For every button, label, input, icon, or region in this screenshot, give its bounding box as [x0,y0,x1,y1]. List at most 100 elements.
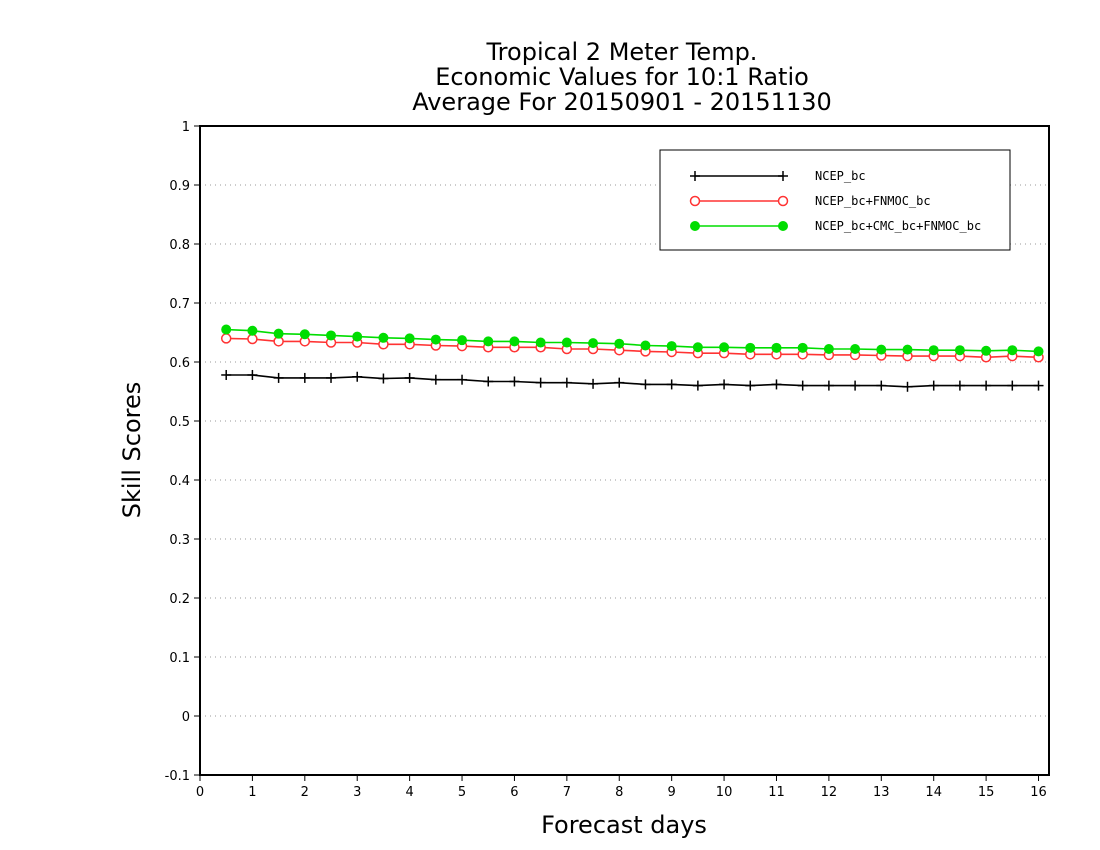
legend-marker [777,195,789,207]
y-tick-label: 0.3 [169,533,190,548]
legend-label: NCEP_bc+CMC_bc+FNMOC_bc [815,219,981,233]
series-point [430,374,441,385]
legend-marker [778,221,788,231]
x-tick-label: 0 [196,785,204,800]
series-line [226,374,1039,388]
series-point [902,381,913,392]
x-tick-label: 13 [873,785,890,800]
y-axis-title: Skill Scores [118,382,146,519]
series-point [692,342,703,353]
x-tick-label: 10 [716,785,733,800]
legend: NCEP_bc NCEP_bc+FNMOC_bc NCEP_bc+CMC_bc+FN… [659,149,1011,251]
grid-lines [200,184,1049,717]
series-point [823,344,834,355]
y-tick-label: 0.2 [169,592,190,607]
series-point [823,380,834,391]
series-point [378,373,389,384]
series-point [928,345,939,356]
series-point [561,377,572,388]
x-tick-label: 5 [458,785,466,800]
series-point [247,369,258,380]
legend-marker [690,221,700,231]
y-tick-label: 0.1 [169,651,190,666]
y-tick-label: 0.9 [169,179,190,194]
series-point [640,340,651,351]
x-tick-label: 1 [248,785,256,800]
series-point [1007,345,1018,356]
series-group [220,324,1044,392]
series-point [483,376,494,387]
x-tick-label: 8 [615,785,623,800]
y-tick-label: 0 [182,710,190,725]
series-point [1007,380,1018,391]
y-tick-label: 0.8 [169,238,190,253]
series-point [509,336,520,347]
legend-marker [689,195,701,207]
y-tick-label: 0.5 [169,415,190,430]
series-point [928,380,939,391]
series-point [430,334,441,345]
series-point [299,329,310,340]
y-tick-label: 0.7 [169,297,190,312]
series-point [876,380,887,391]
series-point [378,332,389,343]
series-point [352,371,363,382]
series-point [954,345,965,356]
chart-title: Tropical 2 Meter Temp. Economic Values f… [412,38,832,116]
series-point [771,342,782,353]
series-point [273,328,284,339]
series-point [247,333,258,345]
legend-label: NCEP_bc+FNMOC_bc [815,194,931,208]
x-tick-label: 6 [510,785,518,800]
x-tick-label: 12 [821,785,838,800]
series-line [226,328,1039,353]
y-tick-label: -0.1 [165,769,190,784]
y-tick-label: 0.4 [169,474,190,489]
legend-label: NCEP_bc [815,169,866,183]
series-point [273,372,284,383]
legend-marker [690,171,700,181]
chart-title-line-3: Average For 20150901 - 20151130 [412,88,832,116]
series-point [509,376,520,387]
series-point [797,342,808,353]
series-point [850,380,861,391]
x-tick-label: 3 [353,785,361,800]
series-point [404,333,415,344]
series-point [902,344,913,355]
series-point [876,344,887,355]
series-point [352,331,363,342]
x-tick-label: 2 [301,785,309,800]
x-tick-label: 16 [1030,785,1047,800]
series-point [588,378,599,389]
series-point [326,330,337,341]
x-tick-label: 11 [768,785,785,800]
y-tick-label: 1 [182,120,190,135]
x-tick-label: 9 [668,785,676,800]
series-point [535,377,546,388]
x-tick-label: 14 [925,785,942,800]
chart-title-line-1: Tropical 2 Meter Temp. [486,38,758,66]
series-point [850,344,861,355]
series-point [797,380,808,391]
legend-box [659,149,1011,251]
series-point [981,380,992,391]
x-tick-label: 4 [405,785,413,800]
series-2 [221,324,1044,357]
series-point [1033,380,1044,391]
series-point [535,337,546,348]
series-point [981,345,992,356]
series-point [719,342,730,353]
series-point [221,369,232,380]
series-point [483,336,494,347]
series-point [666,379,677,390]
series-point [221,324,232,335]
x-tick-label: 7 [563,785,571,800]
series-point [1033,346,1044,357]
series-point [326,372,337,383]
series-point [745,342,756,353]
series-point [666,341,677,352]
series-point [771,379,782,390]
series-point [457,335,468,346]
series-point [614,377,625,388]
series-point [719,379,730,390]
